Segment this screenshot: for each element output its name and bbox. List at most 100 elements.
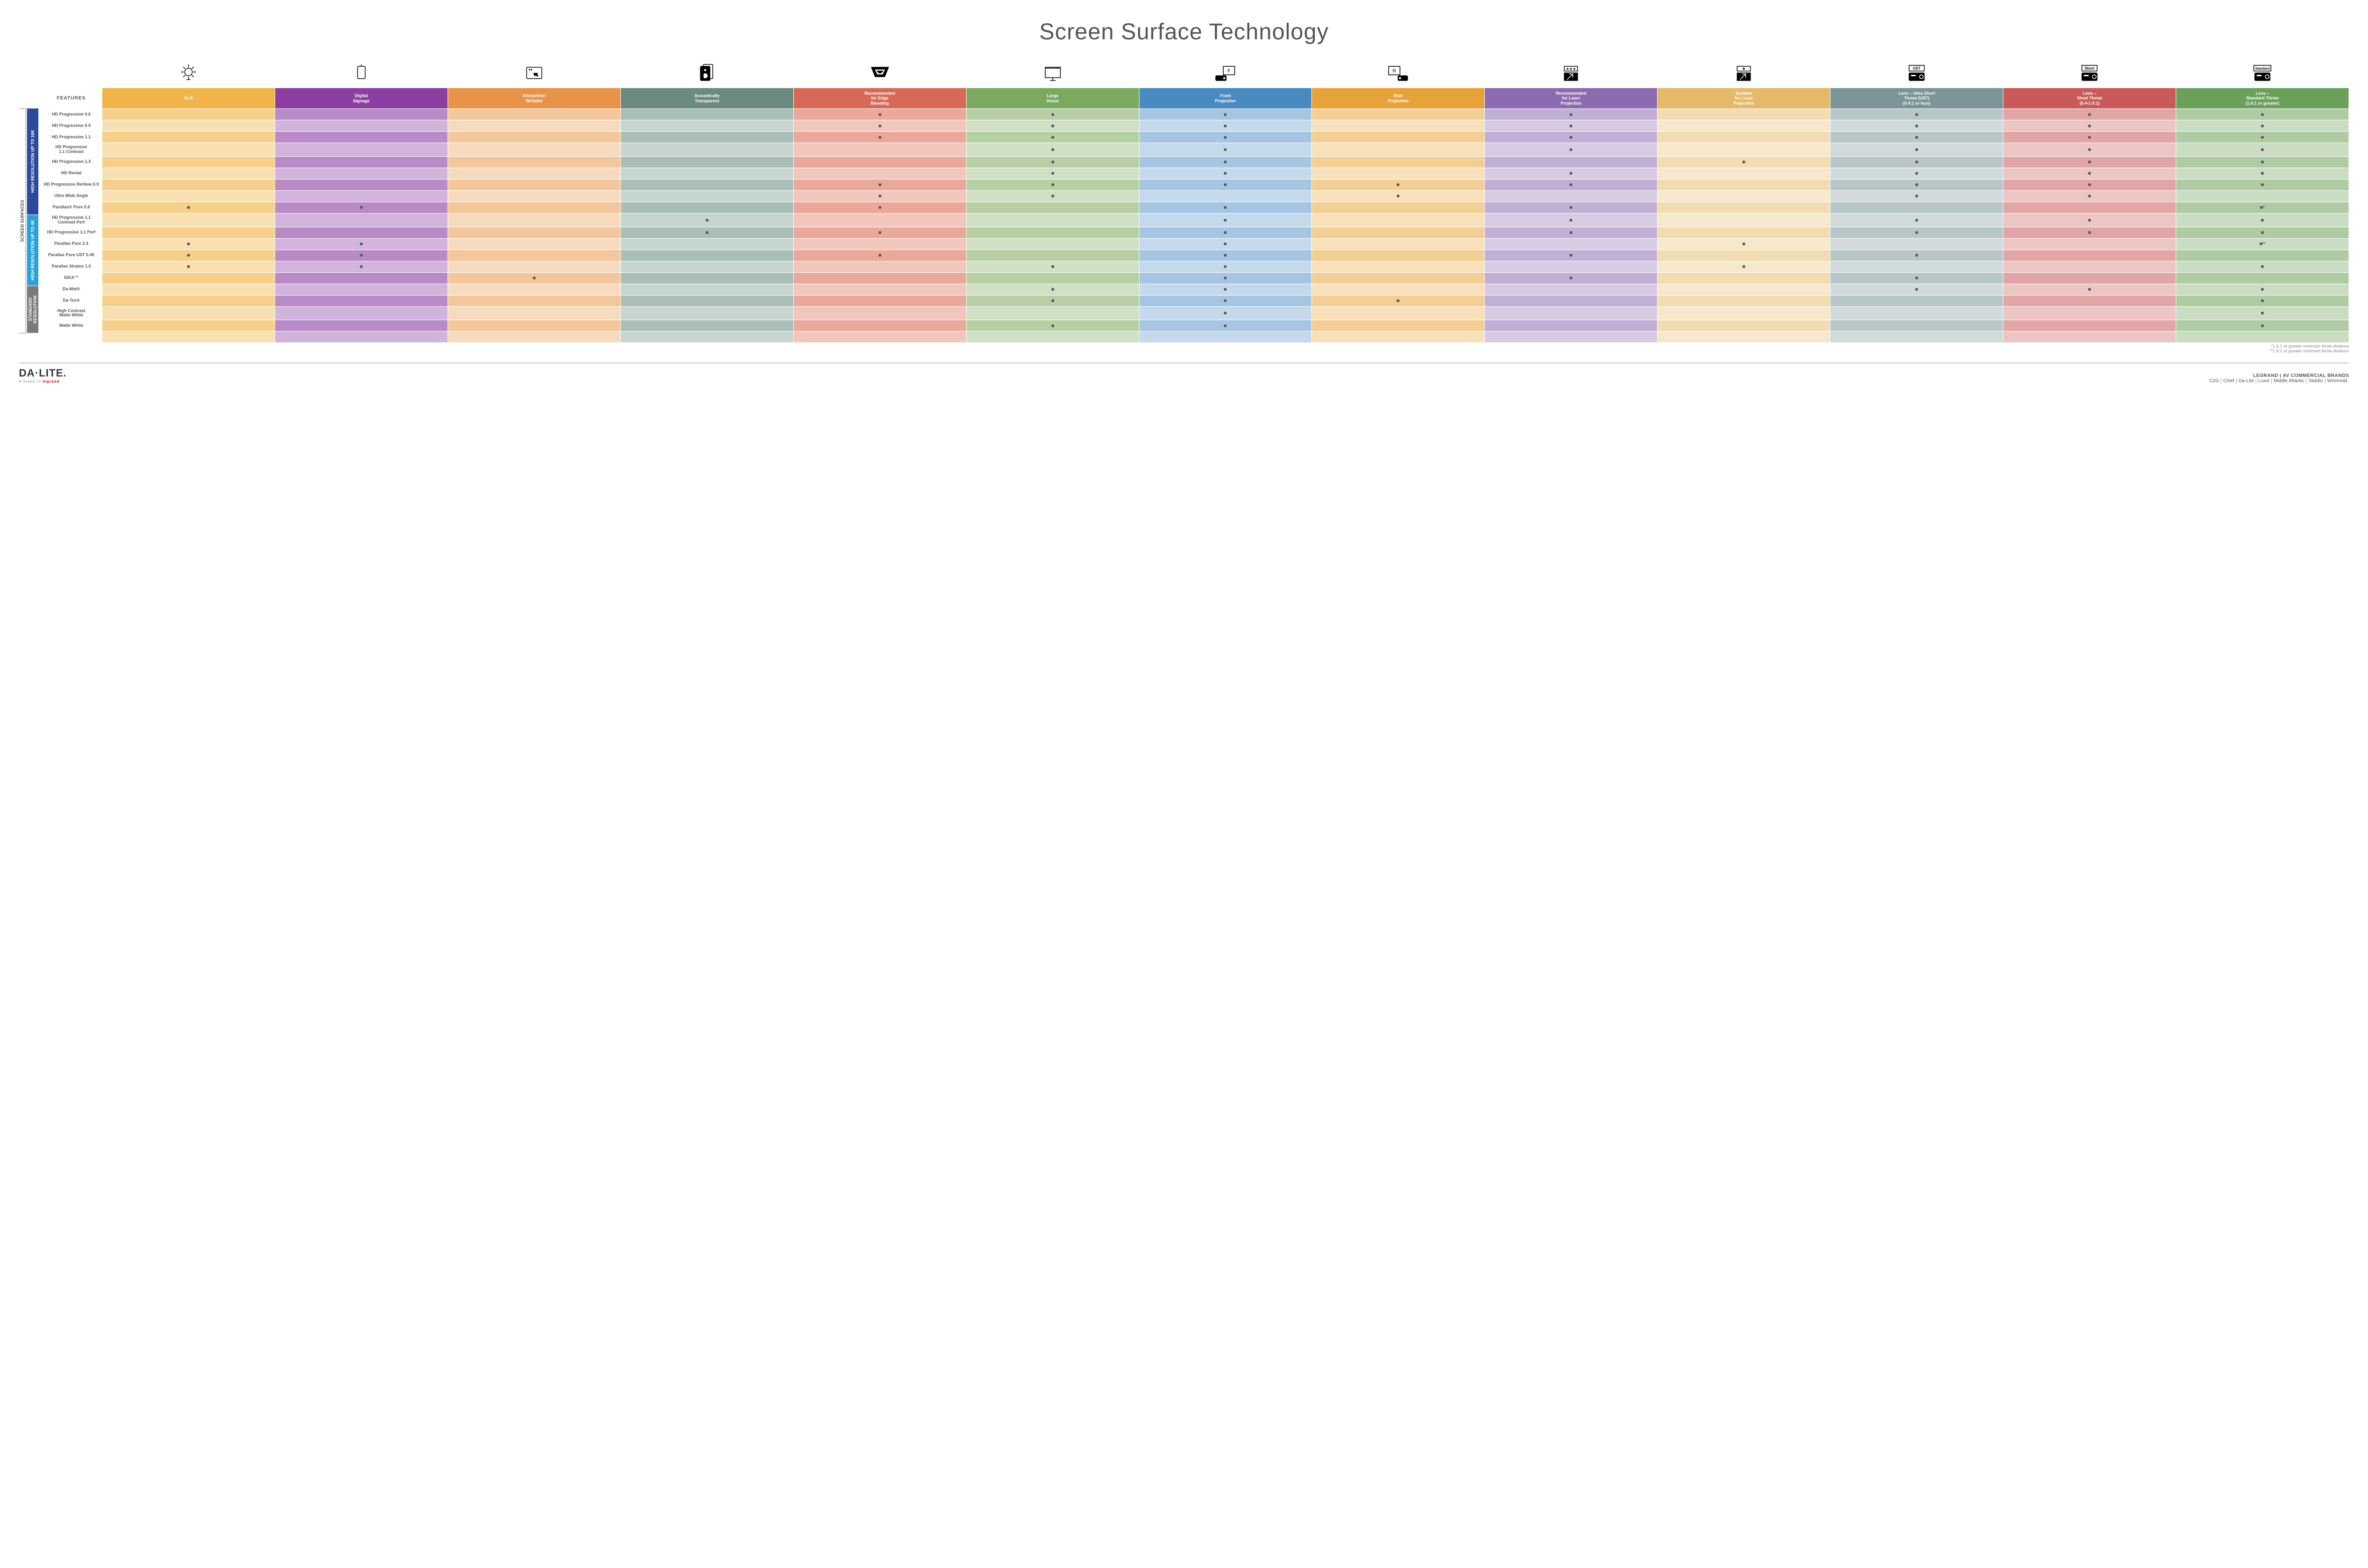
table-row: HD Progressive 1.1Contrast Perf	[41, 213, 2349, 227]
table-row: HD Progressive1.1 Contrast	[41, 143, 2349, 157]
cell-ust	[1830, 306, 2003, 320]
cell-front	[1139, 238, 1312, 250]
cell-acoustic	[620, 295, 793, 306]
col-header-large: LargeVenue	[966, 88, 1139, 109]
cell-large	[966, 284, 1139, 295]
ust-icon: UST	[1830, 60, 2003, 88]
cell-std	[2176, 306, 2349, 320]
cell-acoustic	[620, 143, 793, 157]
cell-alr	[102, 202, 275, 213]
cell-reclaser	[1485, 156, 1658, 168]
brand-item: Luxul	[2256, 378, 2272, 384]
cell-edge	[793, 213, 966, 227]
cell-rear	[1312, 261, 1485, 272]
cell-rear	[1312, 179, 1485, 190]
cell-alr	[102, 306, 275, 320]
cell-signage	[275, 109, 448, 120]
row-label: Da-Tex®	[41, 295, 102, 306]
brand-item: Da-Lite	[2237, 378, 2256, 384]
cell-ust	[1830, 213, 2003, 227]
cell-acoustic	[620, 120, 793, 132]
row-label: HD Progressive 1.1	[41, 132, 102, 143]
col-header-suitlaser: Suitablefor LaserProjection	[1658, 88, 1830, 109]
cell-signage	[275, 227, 448, 238]
cell-front	[1139, 295, 1312, 306]
cell-edge	[793, 156, 966, 168]
row-label: High ContrastMatte White	[41, 306, 102, 320]
footnote: **1.8:1 or greater minimum throw distanc…	[40, 349, 2349, 353]
cell-rear	[1312, 168, 1485, 179]
table-row: Da-Tex®	[41, 295, 2349, 306]
cell-large	[966, 109, 1139, 120]
group-label: HIGH RESOLUTION UP TO 4K	[27, 215, 38, 286]
col-header-interactive: Interactive/Writable	[448, 88, 620, 109]
cell-large	[966, 238, 1139, 250]
cell-acoustic	[620, 202, 793, 213]
cell-front	[1139, 227, 1312, 238]
col-header-signage: DigitalSignage	[275, 88, 448, 109]
cell-reclaser	[1485, 190, 1658, 202]
cell-reclaser	[1485, 250, 1658, 261]
cell-alr	[102, 156, 275, 168]
cell-std	[2176, 272, 2349, 284]
group-label: HIGH RESOLUTION UP TO 16K	[27, 108, 38, 215]
cell-ust	[1830, 190, 2003, 202]
cell-alr	[102, 120, 275, 132]
cell-reclaser	[1485, 320, 1658, 332]
cell-edge	[793, 320, 966, 332]
cell-short	[2003, 213, 2176, 227]
rear-icon: R	[1312, 60, 1485, 88]
cell-acoustic	[620, 213, 793, 227]
cell-suitlaser	[1658, 190, 1830, 202]
table-row: High ContrastMatte White	[41, 306, 2349, 320]
cell-alr	[102, 213, 275, 227]
row-label: Parallax Pure 2.3	[41, 238, 102, 250]
cell-suitlaser	[1658, 227, 1830, 238]
table-row: Da-Mat®	[41, 284, 2349, 295]
group-label: STANDARDRESOLUTION	[27, 286, 38, 333]
cell-ust	[1830, 250, 2003, 261]
cell-acoustic	[620, 156, 793, 168]
cell-short	[2003, 250, 2176, 261]
brand-list: C2GChiefDa-LiteLuxulMiddle AtlanticVaddi…	[2207, 378, 2349, 384]
cell-interactive	[448, 190, 620, 202]
cell-edge	[793, 132, 966, 143]
cell-signage	[275, 250, 448, 261]
cell-reclaser	[1485, 238, 1658, 250]
cell-suitlaser	[1658, 261, 1830, 272]
cell-short	[2003, 120, 2176, 132]
cell-ust	[1830, 143, 2003, 157]
cell-reclaser	[1485, 272, 1658, 284]
brand-item: C2G	[2207, 378, 2222, 384]
cell-suitlaser	[1658, 132, 1830, 143]
cell-alr	[102, 190, 275, 202]
row-label: Parallax® Pure 0.8	[41, 202, 102, 213]
features-header: FEATURES	[41, 88, 102, 109]
cell-front	[1139, 179, 1312, 190]
cell-acoustic	[620, 261, 793, 272]
cell-alr	[102, 295, 275, 306]
cell-edge	[793, 306, 966, 320]
cell-edge	[793, 143, 966, 157]
footnotes: *1.5:1 or greater minimum throw distance…	[40, 344, 2349, 353]
cell-large	[966, 120, 1139, 132]
brand-right: LEGRAND | AV COMMERCIAL BRANDS C2GChiefD…	[2207, 373, 2349, 384]
table-row: Ultra Wide Angle	[41, 190, 2349, 202]
cell-signage	[275, 202, 448, 213]
cell-ust	[1830, 227, 2003, 238]
cell-signage	[275, 306, 448, 320]
cell-edge	[793, 227, 966, 238]
cell-short	[2003, 190, 2176, 202]
cell-std: *	[2176, 202, 2349, 213]
col-header-reclaser: Recommendedfor LaserProjection	[1485, 88, 1658, 109]
cell-ust	[1830, 120, 2003, 132]
cell-front	[1139, 202, 1312, 213]
cell-front	[1139, 261, 1312, 272]
cell-ust	[1830, 156, 2003, 168]
cell-std	[2176, 109, 2349, 120]
cell-alr	[102, 227, 275, 238]
footnote: *1.5:1 or greater minimum throw distance	[40, 344, 2349, 349]
icon-row: FR★★★★USTShortStandard	[41, 60, 2349, 88]
svg-text:R: R	[1393, 69, 1396, 74]
short-icon: Short	[2003, 60, 2176, 88]
